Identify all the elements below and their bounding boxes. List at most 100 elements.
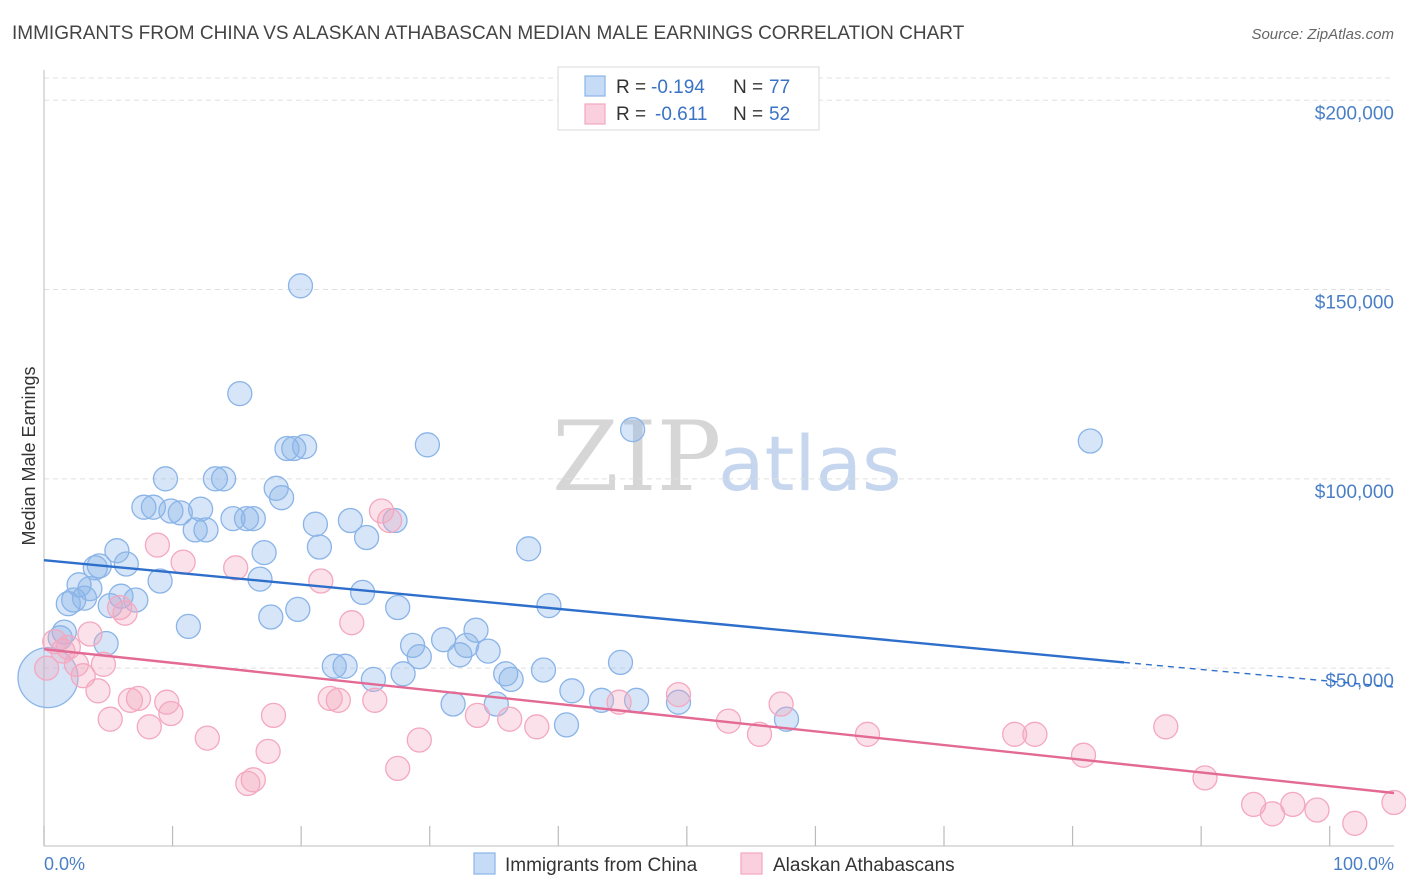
point-china	[104, 538, 130, 564]
point-china	[131, 494, 157, 520]
legend-n-value-2: 52	[769, 104, 790, 125]
point-china	[332, 653, 358, 679]
point-china	[82, 555, 108, 581]
point-china	[349, 579, 376, 606]
point-athabascan	[125, 685, 152, 712]
x-tick-label-right: 100.0%	[1333, 854, 1394, 874]
point-athabascan	[406, 727, 432, 753]
point-athabascan	[665, 681, 692, 708]
point-athabascan	[339, 610, 365, 636]
point-athabascan	[223, 555, 249, 581]
point-athabascan	[260, 702, 287, 729]
point-china	[210, 466, 237, 492]
point-china	[287, 273, 314, 299]
point-china	[182, 517, 208, 543]
point-athabascan	[1192, 765, 1218, 791]
series-legend-swatch-athabascan	[740, 852, 763, 875]
legend-swatch-china	[584, 75, 606, 97]
series-legend-label-athabascan: Alaskan Athabascans	[773, 855, 955, 876]
point-athabascan	[464, 702, 491, 729]
point-china	[281, 435, 307, 462]
y-tick-labels: $200,000 $150,000 $100,000 $50,000	[1315, 103, 1394, 692]
trend-line-athabascan	[43, 647, 1395, 795]
point-athabascan	[70, 663, 96, 689]
point-china	[382, 507, 408, 534]
series-legend-label-china: Immigrants from China	[505, 855, 698, 876]
series-legend: Immigrants from China Alaskan Athabascan…	[473, 852, 955, 876]
stats-legend: R = -0.194 N = 77 R = -0.611 N = 52	[557, 66, 820, 131]
point-china	[233, 505, 260, 532]
point-athabascan	[497, 706, 523, 732]
point-athabascan	[112, 600, 138, 626]
point-china	[258, 604, 284, 630]
point-china	[498, 666, 524, 693]
point-china	[1077, 428, 1103, 454]
point-china	[536, 592, 562, 619]
point-china	[306, 534, 333, 560]
point-china	[167, 500, 193, 526]
point-athabascan	[524, 714, 550, 740]
point-china	[113, 551, 139, 577]
point-athabascan	[170, 549, 196, 575]
series-legend-swatch-china	[473, 852, 496, 875]
point-china	[152, 466, 179, 492]
legend-n-label-1: N =	[733, 77, 763, 98]
trend-lines	[43, 559, 1395, 795]
point-athabascan	[85, 678, 111, 704]
point-athabascan	[606, 689, 632, 715]
point-china	[147, 568, 173, 594]
point-china	[515, 536, 542, 562]
point-china	[193, 517, 219, 543]
point-athabascan	[385, 755, 411, 782]
point-china	[251, 539, 277, 566]
y-tick-label: $50,000	[1325, 671, 1394, 692]
point-athabascan	[1304, 797, 1330, 823]
chart-title: IMMIGRANTS FROM CHINA VS ALASKAN ATHABAS…	[12, 23, 965, 44]
point-athabascan	[362, 687, 388, 713]
point-china	[353, 524, 380, 551]
point-athabascan	[1280, 791, 1306, 818]
point-athabascan	[1153, 714, 1179, 740]
watermark-zip: ZIP	[552, 401, 721, 513]
y-tick-label: $200,000	[1315, 103, 1394, 124]
point-athabascan	[90, 651, 117, 677]
point-athabascan	[325, 687, 351, 713]
point-china	[453, 632, 480, 659]
point-athabascan	[158, 700, 184, 727]
point-china	[291, 433, 318, 460]
point-athabascan	[136, 714, 162, 740]
legend-r-value-2: -0.611	[655, 104, 707, 125]
legend-n-value-1: 77	[769, 77, 790, 98]
point-china	[321, 653, 347, 679]
point-athabascan	[117, 687, 144, 713]
point-china	[773, 706, 800, 732]
y-tick-label: $100,000	[1315, 482, 1394, 503]
point-china	[414, 432, 441, 458]
point-china	[530, 657, 557, 683]
watermark-atlas: atlas	[718, 419, 902, 508]
point-china	[220, 505, 246, 532]
legend-r-value-1: -0.194	[651, 77, 705, 98]
legend-swatch-athabascan	[584, 103, 606, 125]
watermark: ZIP atlas	[552, 401, 902, 513]
point-athabascan	[240, 767, 266, 793]
point-china	[440, 691, 466, 717]
point-china	[175, 613, 202, 640]
point-athabascan	[1342, 810, 1368, 836]
point-athabascan	[34, 655, 60, 681]
x-tick-label-left: 0.0%	[44, 854, 85, 874]
point-athabascan	[308, 568, 334, 594]
point-athabascan	[376, 507, 403, 534]
point-china	[559, 678, 585, 704]
point-china	[268, 485, 295, 511]
point-athabascan	[1070, 742, 1097, 768]
point-athabascan	[77, 621, 103, 647]
point-athabascan	[1022, 721, 1048, 747]
point-china	[475, 638, 501, 664]
point-china	[97, 592, 123, 619]
point-china	[463, 617, 489, 643]
point-china	[285, 596, 311, 623]
legend-r-label-1: R =	[616, 77, 646, 98]
point-china	[202, 466, 229, 492]
